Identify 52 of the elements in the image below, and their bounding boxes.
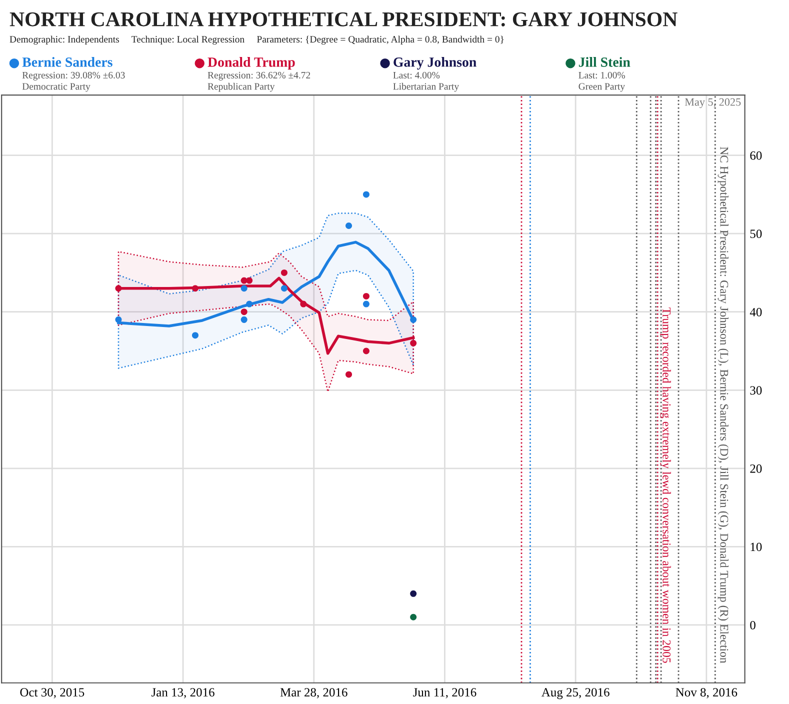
legend-label: Jill Stein bbox=[578, 57, 630, 67]
x-tick-label: Aug 25, 2016 bbox=[542, 688, 610, 700]
point bbox=[240, 285, 248, 292]
ref-line-label: NC Hypothetical President: Gary Johnson (L), Bernie Sanders (D), Jill Stein (G), Donald Trump (R) Election bbox=[718, 146, 729, 664]
ref-line-label: Trump recorded having extremely lewd conversation about women in 2005 bbox=[660, 308, 671, 663]
point bbox=[115, 285, 122, 292]
legend-label: Donald Trump bbox=[208, 57, 295, 70]
y-tick-label: 50 bbox=[750, 230, 762, 238]
point bbox=[410, 340, 417, 346]
point bbox=[362, 292, 370, 300]
point bbox=[362, 300, 370, 308]
point bbox=[240, 316, 248, 323]
text: Regression: 39.08% ±6.03 bbox=[22, 72, 125, 80]
y-tick-label: 60 bbox=[750, 151, 762, 160]
text: Regression: 36.62% ±4.72 bbox=[208, 72, 310, 80]
point bbox=[246, 300, 253, 308]
text: Republican Party bbox=[208, 82, 275, 92]
text: Libertarian Party bbox=[393, 82, 460, 92]
point bbox=[246, 277, 253, 284]
text: Democratic Party bbox=[22, 83, 90, 92]
legend-label: Gary Johnson bbox=[394, 57, 476, 70]
point bbox=[362, 348, 370, 354]
x-tick-label: Nov 8, 2016 bbox=[676, 688, 738, 698]
point bbox=[410, 316, 417, 323]
point bbox=[115, 316, 122, 323]
point bbox=[280, 269, 288, 276]
text: Green Party bbox=[578, 83, 625, 92]
y-tick-label: 40 bbox=[750, 308, 762, 316]
x-tick-label: Mar 28, 2016 bbox=[280, 688, 348, 698]
x-tick-label: Jan 13, 2016 bbox=[152, 688, 214, 698]
x-tick-label: Oct 30, 2015 bbox=[20, 688, 84, 698]
point bbox=[346, 222, 352, 230]
y-tick-label: 0 bbox=[750, 620, 756, 630]
point bbox=[346, 371, 352, 378]
point bbox=[192, 332, 198, 339]
point bbox=[362, 191, 370, 198]
point bbox=[410, 614, 417, 620]
text: Last: 1.00% bbox=[578, 72, 625, 79]
point bbox=[192, 285, 198, 292]
point bbox=[300, 300, 307, 308]
y-tick-label: 10 bbox=[750, 542, 762, 552]
chart-title: NORTH CAROLINA HYPOTHETICAL PRESIDENT: GARY JOHNSON bbox=[10, 12, 678, 26]
annotation: May 5, 2025 bbox=[684, 98, 741, 108]
y-tick-label: 30 bbox=[750, 386, 762, 395]
legend-label: Bernie Sanders bbox=[22, 57, 112, 67]
point bbox=[410, 590, 417, 597]
y-tick-label: 20 bbox=[750, 464, 762, 473]
point bbox=[240, 308, 248, 316]
point bbox=[280, 285, 288, 292]
chart-subtitle: Demographic: Independents Technique: Local Regression Parameters: {Degree = Quadratic, Alpha = 0.8, Bandwidth = 0} bbox=[10, 36, 504, 45]
text: Last: 4.00% bbox=[393, 72, 440, 79]
x-tick-label: Jun 11, 2016 bbox=[413, 688, 476, 698]
